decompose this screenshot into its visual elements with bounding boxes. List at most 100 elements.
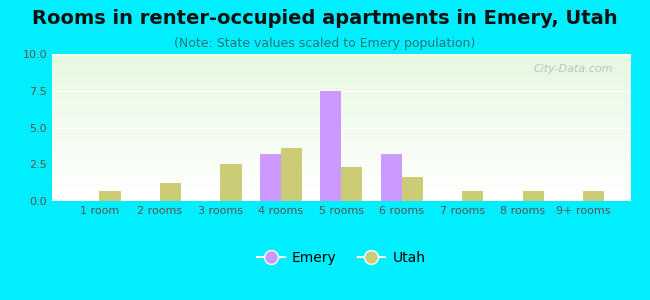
Bar (52, 156, 630, 157)
Bar (52, 185, 630, 186)
Bar (52, 71, 630, 72)
Bar (52, 128, 630, 129)
Bar (52, 103, 630, 104)
Bar (52, 151, 630, 152)
Bar (52, 110, 630, 111)
Legend: Emery, Utah: Emery, Utah (252, 245, 431, 271)
Bar (583, 191, 605, 201)
Bar (52, 113, 630, 114)
Bar (52, 99, 630, 100)
Bar (52, 67, 630, 68)
Bar (281, 148, 302, 201)
Bar (52, 119, 630, 120)
Bar (52, 58, 630, 59)
Bar (52, 155, 630, 156)
Bar (52, 135, 630, 136)
Bar (52, 85, 630, 86)
Bar (52, 198, 630, 199)
Bar (52, 136, 630, 137)
Bar (52, 183, 630, 184)
Bar (52, 64, 630, 65)
Bar (52, 80, 630, 81)
Bar (52, 186, 630, 187)
Bar (52, 158, 630, 159)
Bar (462, 191, 484, 201)
Bar (52, 81, 630, 82)
Bar (52, 94, 630, 95)
Bar (52, 107, 630, 108)
Bar (52, 102, 630, 103)
Bar (52, 166, 630, 167)
Bar (52, 55, 630, 56)
Bar (52, 169, 630, 170)
Bar (52, 90, 630, 91)
Bar (52, 93, 630, 94)
Bar (52, 145, 630, 146)
Bar (52, 141, 630, 142)
Bar (52, 57, 630, 58)
Bar (52, 138, 630, 139)
Bar (52, 125, 630, 126)
Bar (52, 109, 630, 110)
Bar (52, 59, 630, 60)
Bar (52, 73, 630, 74)
Bar (52, 72, 630, 73)
Bar (52, 174, 630, 175)
Bar (52, 144, 630, 145)
Bar (52, 70, 630, 71)
Bar (52, 165, 630, 166)
Bar (52, 129, 630, 130)
Bar (402, 178, 423, 201)
Bar (52, 177, 630, 178)
Bar (52, 112, 630, 113)
Bar (52, 75, 630, 76)
Bar (52, 147, 630, 148)
Bar (52, 160, 630, 161)
Bar (52, 74, 630, 75)
Bar (52, 175, 630, 176)
Bar (52, 169, 630, 170)
Bar (52, 140, 630, 141)
Bar (380, 154, 402, 201)
Bar (52, 180, 630, 181)
Bar (52, 194, 630, 195)
Bar (52, 193, 630, 194)
Bar (52, 79, 630, 80)
Bar (52, 97, 630, 98)
Bar (52, 69, 630, 70)
Bar (52, 137, 630, 138)
Bar (52, 76, 630, 77)
Bar (52, 146, 630, 147)
Bar (52, 153, 630, 154)
Bar (52, 126, 630, 127)
Bar (52, 191, 630, 192)
Bar (52, 65, 630, 66)
Bar (52, 172, 630, 173)
Bar (52, 111, 630, 112)
Bar (52, 179, 630, 180)
Bar (52, 86, 630, 87)
Bar (52, 98, 630, 99)
Bar (52, 133, 630, 134)
Bar (52, 149, 630, 150)
Bar (52, 199, 630, 200)
Bar (52, 192, 630, 193)
Bar (52, 115, 630, 116)
Bar (52, 61, 630, 62)
Bar (341, 167, 363, 201)
Bar (52, 176, 630, 177)
Text: (Note: State values scaled to Emery population): (Note: State values scaled to Emery popu… (174, 38, 476, 50)
Bar (52, 163, 630, 164)
Bar (52, 143, 630, 144)
Bar (52, 139, 630, 140)
Bar (52, 171, 630, 172)
Bar (52, 106, 630, 107)
Bar (52, 84, 630, 85)
Bar (52, 105, 630, 106)
Bar (52, 168, 630, 169)
Bar (52, 190, 630, 191)
Bar (52, 181, 630, 182)
Bar (52, 54, 630, 55)
Bar (52, 87, 630, 88)
Bar (52, 68, 630, 69)
